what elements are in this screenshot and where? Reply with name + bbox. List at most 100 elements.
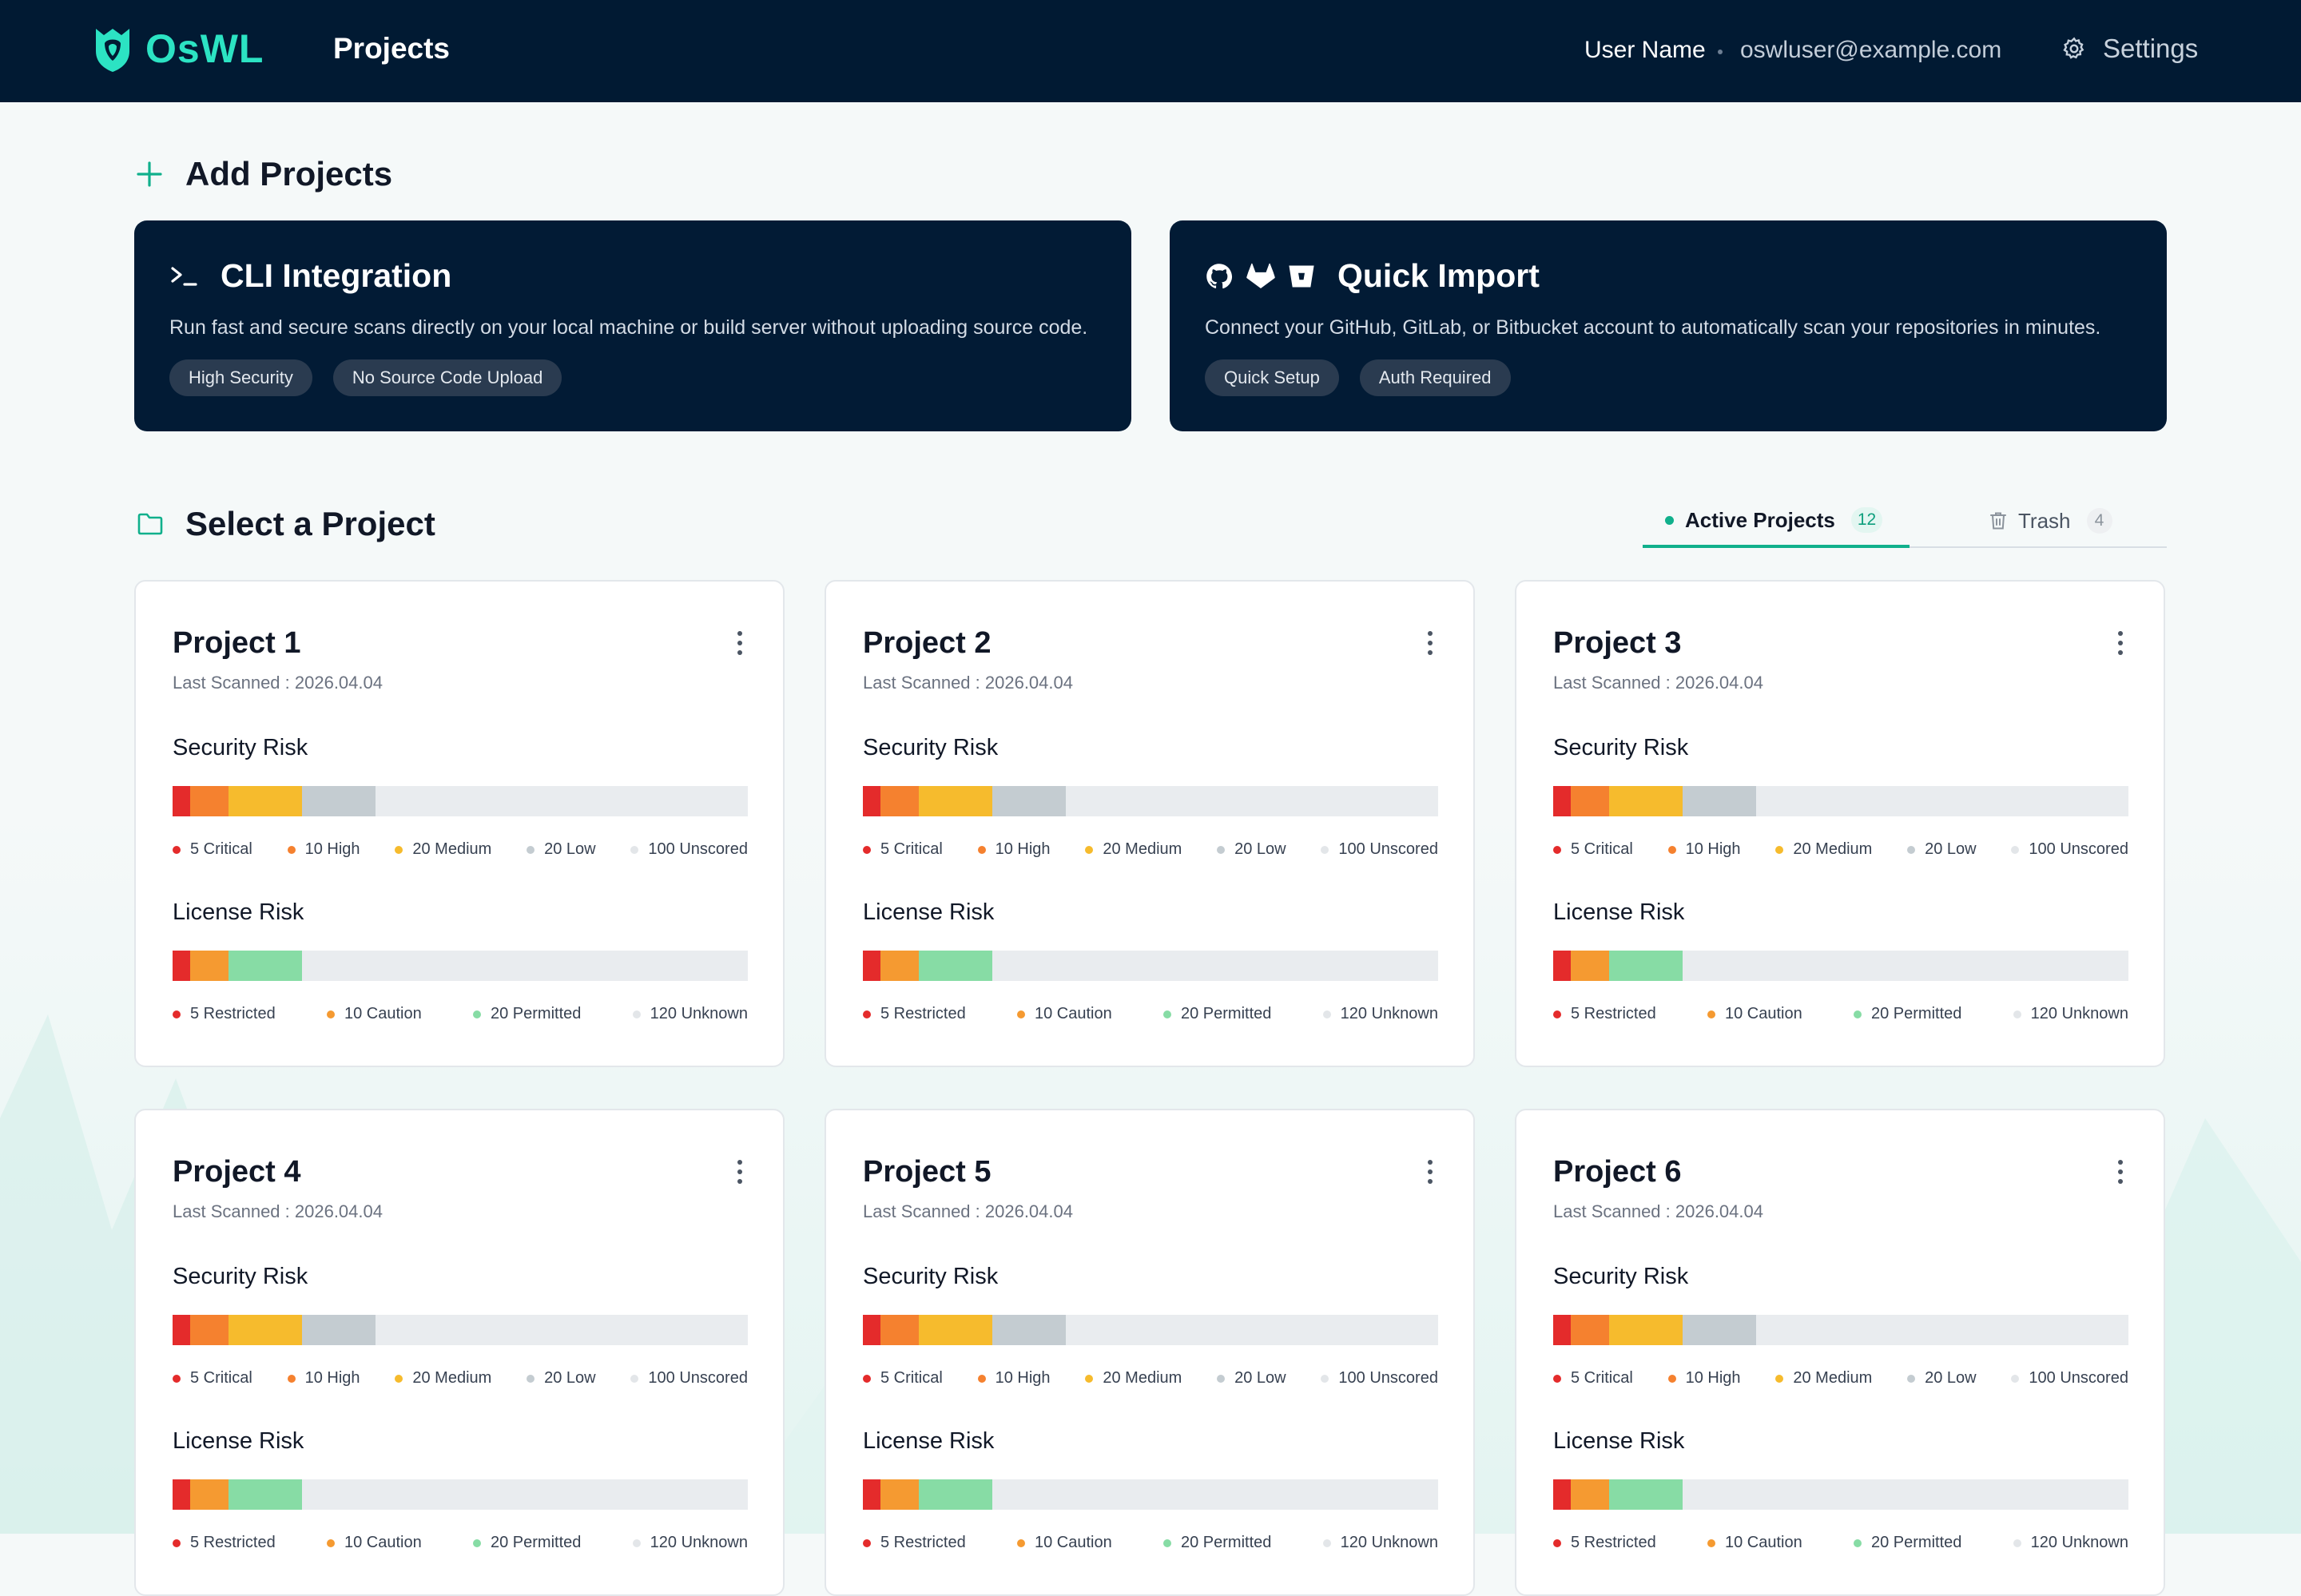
project-card[interactable]: Project 4 Last Scanned : 2026.04.04 Securi…: [134, 1109, 785, 1596]
cli-integration-card[interactable]: CLI Integration Run fast and secure scan…: [134, 220, 1131, 431]
security-risk-legend: 5 Critical 10 High 20 Medium 20 Low 100 Unsc…: [863, 840, 1438, 859]
security-high-segment: [190, 786, 229, 816]
cli-integration-title: CLI Integration: [221, 257, 452, 294]
folder-icon: [137, 513, 163, 535]
license-restricted-segment: [863, 1479, 880, 1510]
legend-caution: 10 Caution: [326, 1534, 422, 1552]
more-options-icon[interactable]: [732, 631, 748, 660]
security-risk-bar: [173, 786, 748, 816]
security-medium-segment: [1609, 786, 1683, 816]
security-critical-segment: [863, 1315, 880, 1345]
license-risk-legend: 5 Restricted 10 Caution 20 Permitted 120 Un…: [173, 1005, 748, 1023]
nav-title[interactable]: Projects: [333, 32, 451, 65]
security-risk-title: Security Risk: [863, 1264, 999, 1289]
project-name: Project 5: [863, 1155, 992, 1189]
legend-medium: 20 Medium: [1775, 840, 1872, 859]
project-name: Project 2: [863, 626, 992, 660]
project-card[interactable]: Project 1 Last Scanned : 2026.04.04 Securi…: [134, 580, 785, 1067]
security-risk-title: Security Risk: [1553, 735, 1689, 760]
license-risk-bar: [173, 951, 748, 981]
more-options-icon[interactable]: [2112, 631, 2128, 660]
security-low-segment: [992, 786, 1066, 816]
github-icon: [1206, 263, 1233, 288]
legend-caution: 10 Caution: [1707, 1005, 1802, 1023]
legend-low: 20 Low: [1217, 1369, 1286, 1388]
security-high-segment: [1571, 786, 1609, 816]
security-low-segment: [302, 1315, 376, 1345]
license-restricted-segment: [863, 951, 880, 981]
license-risk-title: License Risk: [863, 899, 995, 925]
license-risk-bar: [863, 1479, 1438, 1510]
settings-button[interactable]: Settings: [2061, 34, 2198, 64]
tag-quick-setup: Quick Setup: [1205, 359, 1339, 396]
security-high-segment: [190, 1315, 229, 1345]
security-medium-segment: [229, 1315, 302, 1345]
owl-shield-icon: [96, 29, 129, 72]
legend-critical: 5 Critical: [173, 1369, 252, 1388]
license-permitted-segment: [1609, 951, 1683, 981]
bitbucket-icon: [1289, 265, 1314, 287]
tab-trash[interactable]: Trash 4: [1989, 495, 2112, 546]
quick-import-card[interactable]: Quick Import Connect your GitHub, GitLab…: [1170, 220, 2167, 431]
select-project-title: Select a Project: [185, 505, 435, 542]
project-card[interactable]: Project 3 Last Scanned : 2026.04.04 Securi…: [1515, 580, 2165, 1067]
more-options-icon[interactable]: [1422, 631, 1438, 660]
security-low-segment: [1683, 786, 1756, 816]
more-options-icon[interactable]: [732, 1160, 748, 1189]
security-risk-legend: 5 Critical 10 High 20 Medium 20 Low 100 Unsc…: [863, 1369, 1438, 1388]
project-card[interactable]: Project 5 Last Scanned : 2026.04.04 Securi…: [825, 1109, 1475, 1596]
legend-unknown: 120 Unknown: [1322, 1534, 1438, 1552]
security-risk-title: Security Risk: [173, 1264, 308, 1289]
legend-restricted: 5 Restricted: [1553, 1005, 1656, 1023]
security-critical-segment: [863, 786, 880, 816]
last-scanned: Last Scanned : 2026.04.04: [173, 1201, 383, 1221]
quick-import-description: Connect your GitHub, GitLab, or Bitbucke…: [1205, 316, 2101, 339]
tab-active-projects[interactable]: Active Projects 12: [1643, 495, 1910, 548]
legend-caution: 10 Caution: [1016, 1005, 1112, 1023]
security-risk-title: Security Risk: [173, 735, 308, 760]
legend-critical: 5 Critical: [863, 840, 943, 859]
legend-caution: 10 Caution: [1707, 1534, 1802, 1552]
legend-critical: 5 Critical: [1553, 1369, 1633, 1388]
license-risk-title: License Risk: [173, 1428, 304, 1454]
security-low-segment: [302, 786, 376, 816]
legend-medium: 20 Medium: [1775, 1369, 1872, 1388]
legend-unscored: 100 Unscored: [1321, 1369, 1438, 1388]
settings-label: Settings: [2103, 34, 2199, 63]
project-card[interactable]: Project 2 Last Scanned : 2026.04.04 Securi…: [825, 580, 1475, 1067]
license-caution-segment: [880, 1479, 919, 1510]
license-risk-bar: [1553, 951, 2128, 981]
more-options-icon[interactable]: [2112, 1160, 2128, 1189]
legend-unknown: 120 Unknown: [632, 1534, 748, 1552]
security-critical-segment: [173, 1315, 190, 1345]
trash-icon: [1990, 512, 2006, 530]
project-card[interactable]: Project 6 Last Scanned : 2026.04.04 Securi…: [1515, 1109, 2165, 1596]
legend-caution: 10 Caution: [1016, 1534, 1112, 1552]
license-risk-legend: 5 Restricted 10 Caution 20 Permitted 120 Un…: [1553, 1534, 2128, 1552]
legend-critical: 5 Critical: [173, 840, 252, 859]
security-critical-segment: [173, 786, 190, 816]
license-risk-title: License Risk: [1553, 1428, 1685, 1454]
legend-permitted: 20 Permitted: [1854, 1005, 1961, 1023]
legend-unknown: 120 Unknown: [2013, 1005, 2128, 1023]
legend-medium: 20 Medium: [395, 1369, 491, 1388]
security-risk-legend: 5 Critical 10 High 20 Medium 20 Low 100 Unsc…: [173, 840, 748, 859]
license-risk-title: License Risk: [1553, 899, 1685, 925]
security-risk-bar: [863, 1315, 1438, 1345]
legend-low: 20 Low: [1217, 840, 1286, 859]
project-name: Project 4: [173, 1155, 301, 1189]
plus-icon: [137, 161, 162, 187]
legend-medium: 20 Medium: [1085, 840, 1182, 859]
license-risk-legend: 5 Restricted 10 Caution 20 Permitted 120 Un…: [863, 1005, 1438, 1023]
tab-trash-label: Trash: [2018, 508, 2071, 533]
app-logo[interactable]: OsWL: [93, 24, 264, 73]
security-risk-title: Security Risk: [1553, 1264, 1689, 1289]
add-projects-title: Add Projects: [185, 155, 393, 193]
license-caution-segment: [1571, 1479, 1609, 1510]
legend-low: 20 Low: [1907, 840, 1977, 859]
legend-unscored: 100 Unscored: [2011, 1369, 2128, 1388]
legend-permitted: 20 Permitted: [1854, 1534, 1961, 1552]
more-options-icon[interactable]: [1422, 1160, 1438, 1189]
tag-no-source-upload: No Source Code Upload: [332, 359, 562, 396]
tag-auth-required: Auth Required: [1359, 359, 1511, 396]
